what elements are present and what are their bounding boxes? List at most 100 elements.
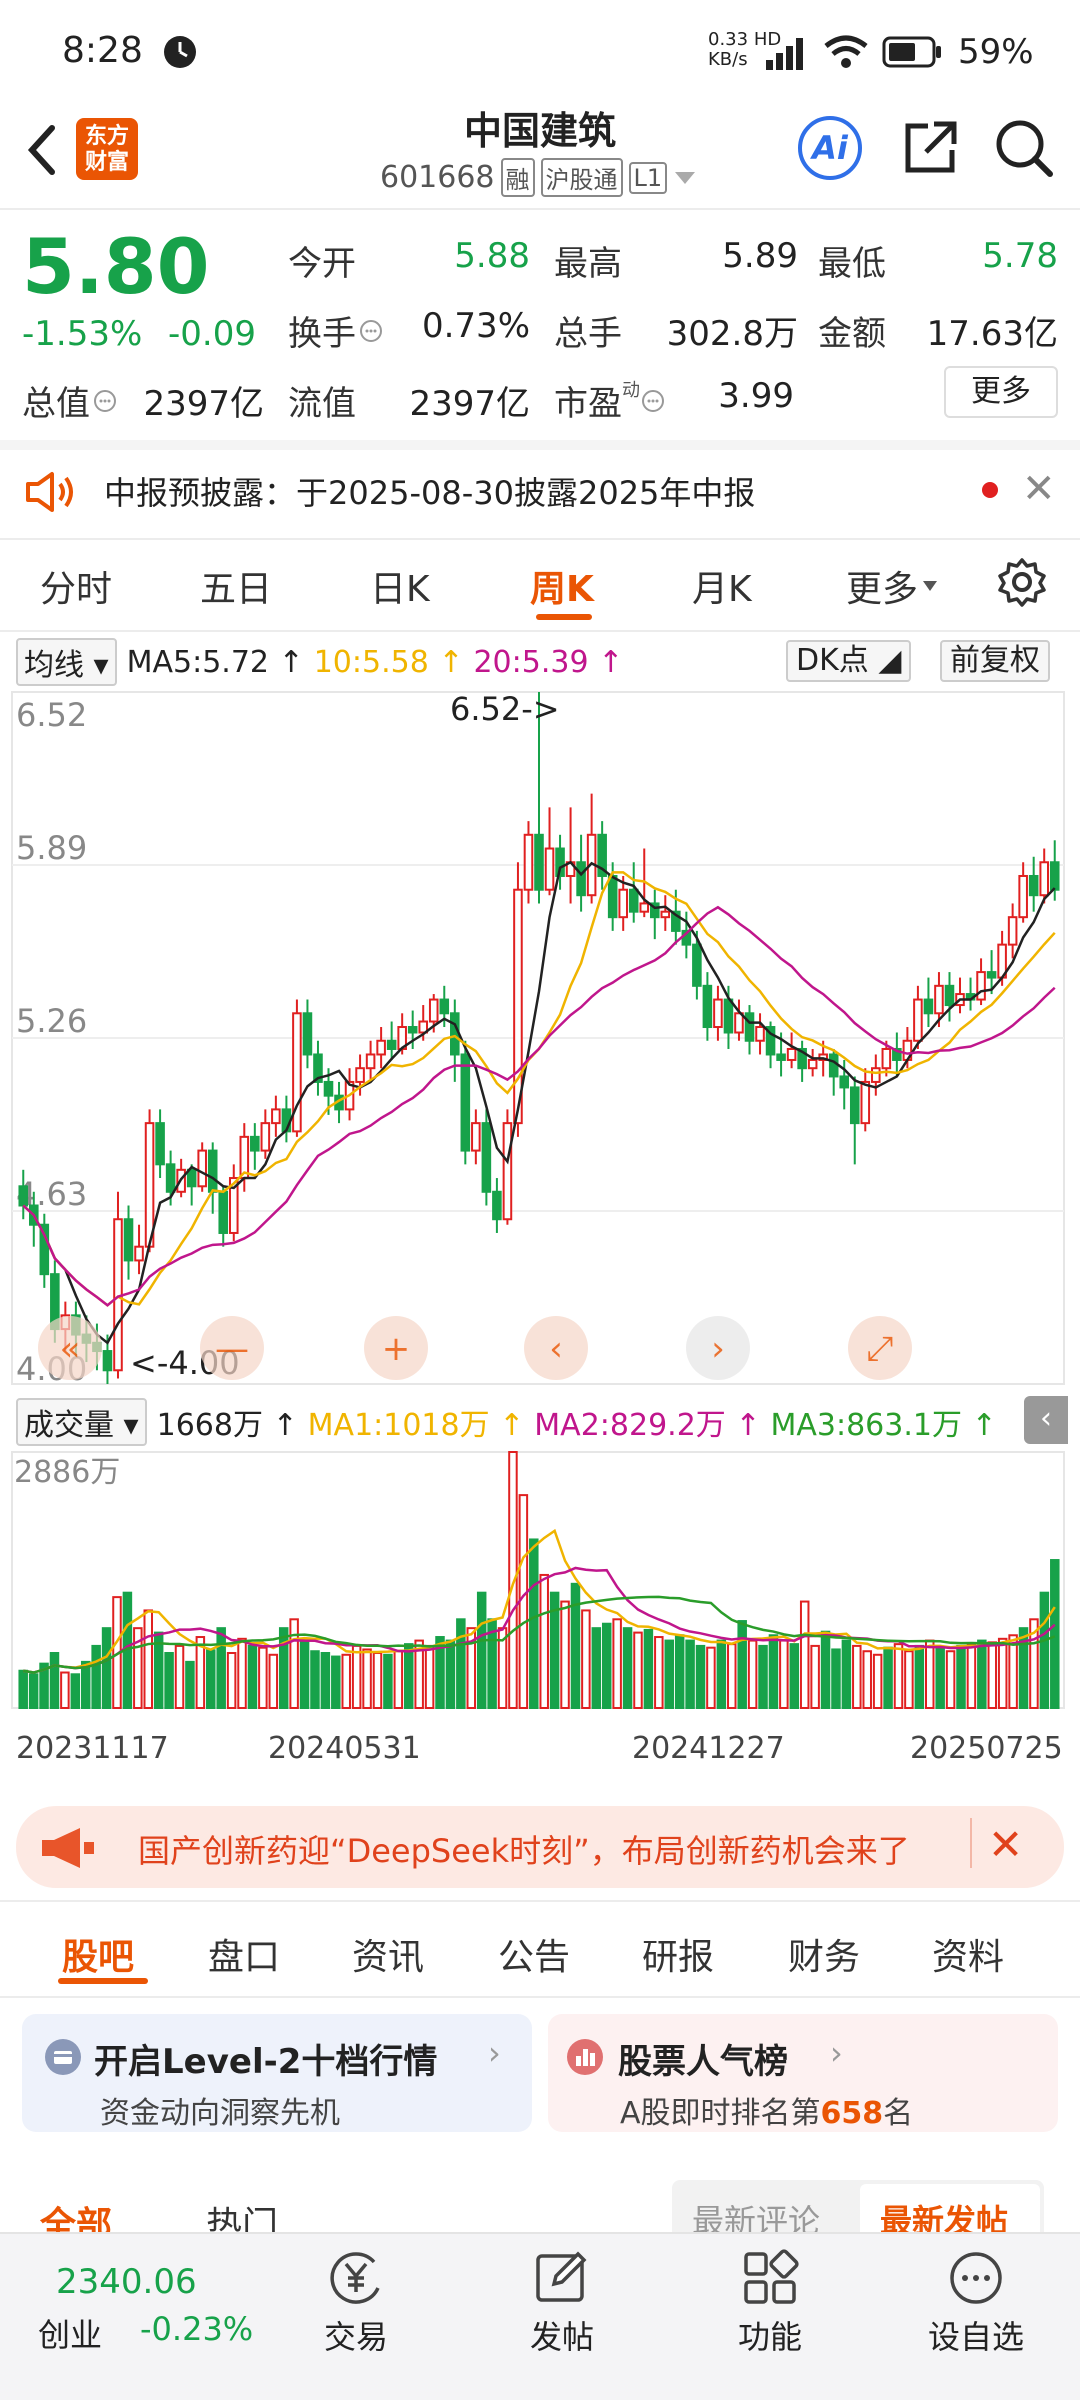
dk-label: DK点 xyxy=(796,643,869,678)
ai-button[interactable]: Ai xyxy=(798,116,862,180)
tab-five-day[interactable]: 五日 xyxy=(200,569,273,610)
candle-body xyxy=(692,943,702,987)
more-quote-button[interactable]: 更多 xyxy=(944,366,1058,418)
volume-bar xyxy=(424,1644,435,1709)
index-value[interactable]: 2340.06 xyxy=(56,2262,197,2302)
info-icon xyxy=(94,389,116,412)
collapse-panel-icon[interactable]: ‹ xyxy=(1024,1396,1068,1444)
candle-body xyxy=(418,1020,429,1034)
share-icon[interactable] xyxy=(900,118,960,178)
search-icon[interactable] xyxy=(992,116,1056,180)
volume-bar xyxy=(581,1609,591,1710)
candle-body xyxy=(260,1122,271,1152)
divider xyxy=(0,1900,1080,1902)
kline-chart[interactable]: 6.525.895.264.634.006.52-><-4.00«—+‹›⤢ xyxy=(0,684,1080,1392)
tab-research[interactable]: 研报 xyxy=(642,1937,715,1978)
turnover-label: 换手 xyxy=(288,314,356,354)
turnover-label-wrap[interactable]: 换手 xyxy=(288,306,384,355)
ma10-line xyxy=(22,871,1056,1307)
more-dots-icon[interactable] xyxy=(946,2248,1006,2308)
volume-bar xyxy=(956,1644,966,1709)
volume-bar xyxy=(299,1639,310,1710)
current-price: 5.80 xyxy=(22,222,210,311)
status-time: 8:28 xyxy=(62,30,143,71)
close-icon[interactable]: ✕ xyxy=(988,1820,1024,1869)
tab-intraday[interactable]: 分时 xyxy=(40,569,113,610)
notice-text[interactable]: 中报预披露：于2025-08-30披露2025年中报 xyxy=(104,474,756,512)
volume-bar xyxy=(466,1627,477,1709)
candle-body xyxy=(923,998,934,1015)
tab-finance[interactable]: 财务 xyxy=(788,1937,861,1978)
candle-body xyxy=(134,1245,144,1262)
rank-card[interactable] xyxy=(548,2014,1058,2132)
volume-bar xyxy=(28,1673,39,1710)
level2-card[interactable] xyxy=(22,2014,532,2132)
settings-gear-icon[interactable] xyxy=(996,556,1048,608)
volume-bar xyxy=(758,1644,768,1709)
ma-type-select[interactable]: 均线 ▾ xyxy=(16,638,117,686)
grid-apps-icon[interactable] xyxy=(740,2248,800,2308)
candle-body xyxy=(1028,874,1039,897)
zoom-out-icon-bg xyxy=(200,1316,264,1380)
back-icon[interactable] xyxy=(22,120,62,180)
tab-orderbook[interactable]: 盘口 xyxy=(208,1937,281,1978)
dk-point-button[interactable]: DK点 ◢ xyxy=(786,640,912,682)
mktcap-label-wrap[interactable]: 总值 xyxy=(22,376,118,425)
x-axis-label: 20240531 xyxy=(268,1731,421,1766)
tab-forum[interactable]: 股吧 xyxy=(62,1937,135,1978)
close-icon[interactable]: ✕ xyxy=(1022,466,1056,512)
volume-bar xyxy=(195,1636,206,1709)
volume-bar xyxy=(945,1650,956,1710)
tab-more[interactable]: 更多 xyxy=(846,560,938,612)
volume-bar xyxy=(414,1639,424,1710)
tab-daily-k[interactable]: 日K xyxy=(370,569,430,610)
tab-profile[interactable]: 资料 xyxy=(932,1937,1005,1978)
tab-announcements[interactable]: 公告 xyxy=(498,1937,571,1978)
notice-bar[interactable] xyxy=(0,446,1080,538)
nav-trade[interactable]: 交易 xyxy=(323,2318,388,2356)
nav-functions[interactable]: 功能 xyxy=(737,2318,802,2356)
volume-bar xyxy=(101,1627,112,1709)
next-icon-bg xyxy=(686,1316,750,1380)
compose-icon[interactable] xyxy=(532,2248,592,2308)
ad-text[interactable]: 国产创新药迎“DeepSeek时刻”，布局创新药机会来了 xyxy=(138,1832,910,1870)
volume-bar xyxy=(893,1643,904,1709)
tab-weekly-k[interactable]: 周K xyxy=(530,569,594,610)
candle-body xyxy=(365,1053,376,1070)
adjust-button[interactable]: 前复权 xyxy=(940,640,1050,682)
info-icon xyxy=(360,319,382,342)
x-axis-label: 20241227 xyxy=(632,1731,785,1766)
fullscreen-icon-bg xyxy=(848,1316,912,1380)
candle-body xyxy=(639,902,650,913)
nav-post[interactable]: 发帖 xyxy=(529,2318,594,2356)
trade-yen-icon[interactable] xyxy=(326,2248,386,2308)
volume-bar xyxy=(445,1639,456,1710)
volume-bar xyxy=(831,1648,841,1710)
volume-type-select[interactable]: 成交量 ▾ xyxy=(16,1398,147,1446)
tag-level: L1 xyxy=(628,161,668,194)
candle-body xyxy=(197,1149,207,1188)
volume-bar xyxy=(747,1639,758,1710)
ad-banner[interactable] xyxy=(16,1806,1064,1888)
float-value: 2397亿 xyxy=(409,384,530,424)
volume-bar xyxy=(456,1618,466,1709)
zoom-in-icon-bg xyxy=(364,1316,428,1380)
tab-news[interactable]: 资讯 xyxy=(352,1937,425,1978)
pe-label-wrap[interactable]: 市盈 动 xyxy=(554,376,666,425)
tab-monthly-k[interactable]: 月K xyxy=(692,569,752,610)
sort-active-bg xyxy=(860,2184,1040,2240)
volume-bar xyxy=(654,1636,664,1709)
volume-chart[interactable]: 2886万 20231117 20240531 20241227 20250725 xyxy=(0,1446,1080,1786)
volume-bar xyxy=(91,1644,101,1709)
index-name[interactable]: 创业 xyxy=(38,2316,103,2354)
volume-bar xyxy=(789,1643,800,1709)
stock-name: 中国建筑 xyxy=(463,109,616,153)
volume-bar xyxy=(716,1639,727,1710)
unread-dot xyxy=(982,482,998,498)
index-change[interactable]: -0.23% xyxy=(140,2310,254,2348)
stock-subtitle[interactable]: 601668 融 沪股通 L1 xyxy=(380,158,697,197)
net-type: HD xyxy=(753,29,782,50)
volume-bar xyxy=(310,1650,320,1710)
volume-bar xyxy=(289,1618,299,1709)
nav-add-watchlist[interactable]: 设自选 xyxy=(927,2318,1024,2356)
